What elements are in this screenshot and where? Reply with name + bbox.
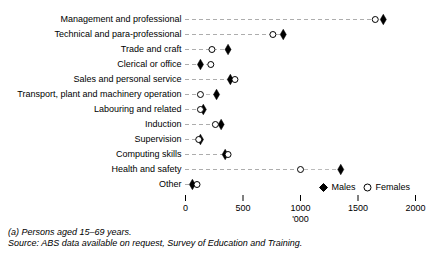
svg-text:Labouring and related: Labouring and related [94,104,182,114]
svg-text:Transport, plant and machinery: Transport, plant and machinery operation [17,89,181,99]
svg-text:Supervision: Supervision [134,134,181,144]
html-text:(a) Persons aged 15–69 years.: (a) Persons aged 15–69 years. [8,227,132,237]
html-text:Females: Females [375,182,410,192]
svg-text:Other: Other [159,179,182,189]
svg-text:500: 500 [235,203,250,213]
svg-text:2000: 2000 [405,203,425,213]
svg-text:Sales and personal service: Sales and personal service [73,74,181,84]
svg-text:Trade and craft: Trade and craft [121,44,182,54]
svg-text:Induction: Induction [145,119,182,129]
svg-text:0: 0 [183,203,188,213]
svg-text:Management and professional: Management and professional [60,14,181,24]
svg-text:1500: 1500 [348,203,368,213]
html-text:Source: ABS data available on: Source: ABS data available on request, S… [8,238,303,248]
svg-text:Clerical or office: Clerical or office [117,59,181,69]
svg-text:Health and safety: Health and safety [111,164,182,174]
svg-text:Technical and para-professiona: Technical and para-professional [54,29,181,39]
svg-text:'000: '000 [292,214,309,224]
svg-text:1000: 1000 [290,203,310,213]
svg-text:Computing skills: Computing skills [116,149,182,159]
html-text:Males: Males [331,182,356,192]
